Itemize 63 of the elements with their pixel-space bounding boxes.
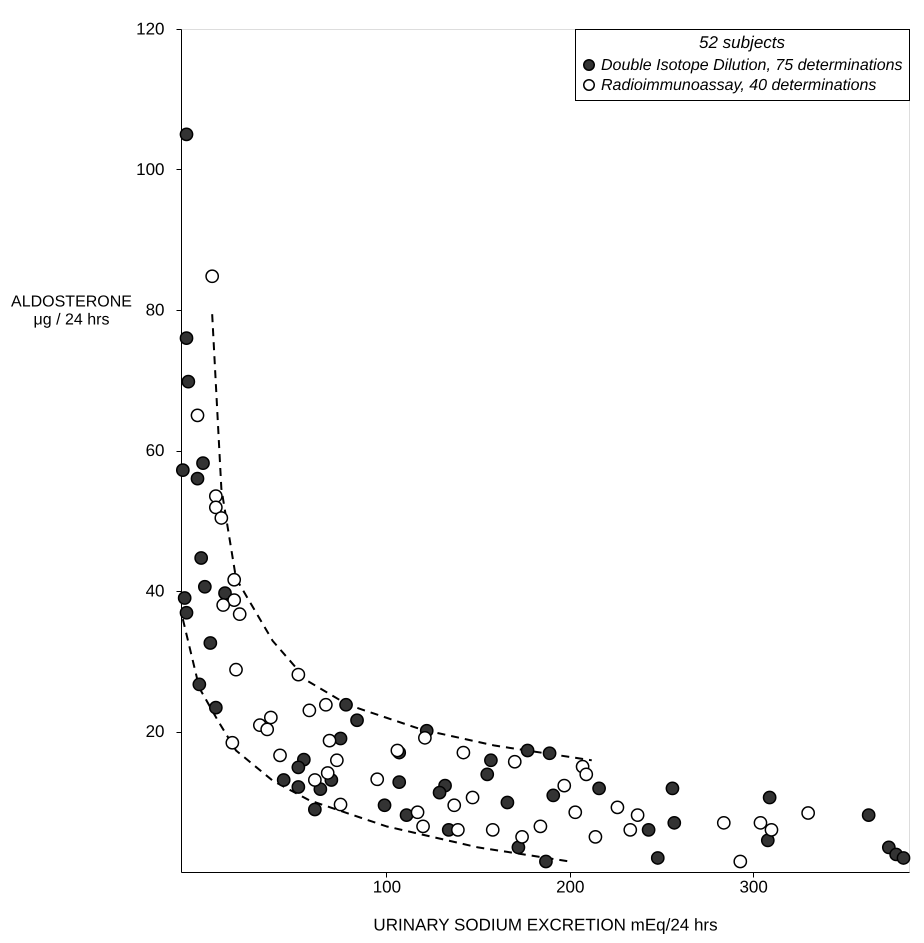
- point: [178, 591, 192, 605]
- point: [592, 782, 606, 796]
- point: [203, 636, 218, 650]
- point: [762, 790, 777, 804]
- point: [291, 780, 306, 794]
- y-tick-label: 80: [146, 300, 164, 320]
- point: [180, 606, 194, 620]
- point: [225, 736, 240, 750]
- legend-label: Radioimmunoassay, 40 determinations: [601, 77, 876, 94]
- point: [546, 788, 560, 802]
- point: [484, 753, 498, 768]
- point: [291, 760, 306, 774]
- y-tick-label: 100: [136, 160, 164, 179]
- point: [862, 808, 876, 822]
- point: [418, 730, 432, 745]
- point: [896, 851, 910, 865]
- point: [180, 331, 194, 345]
- point: [451, 822, 465, 837]
- x-tick-label: 100: [372, 878, 402, 896]
- point: [334, 732, 348, 746]
- point: [400, 808, 414, 822]
- point: [339, 698, 353, 712]
- point: [320, 766, 335, 780]
- legend-title: 52 subjects: [699, 33, 786, 52]
- point: [198, 580, 212, 594]
- x-tick-label: 300: [739, 878, 768, 896]
- point: [539, 854, 553, 868]
- y-axis-title: ALDOSTERONE μg / 24 hrs: [11, 294, 132, 328]
- point: [291, 668, 306, 682]
- point: [181, 374, 196, 389]
- point: [512, 840, 526, 854]
- point: [260, 722, 274, 736]
- x-tick-label: 200: [556, 878, 584, 896]
- point: [378, 798, 392, 812]
- point: [500, 796, 514, 810]
- point: [190, 472, 204, 486]
- point: [650, 851, 665, 865]
- point: [760, 834, 775, 848]
- point: [180, 128, 194, 142]
- point: [196, 456, 210, 470]
- legend-label: Double Isotope Dilution, 75 determinations: [601, 57, 903, 74]
- point: [666, 782, 680, 796]
- point: [642, 822, 656, 837]
- point: [176, 463, 190, 478]
- point: [308, 802, 322, 816]
- point: [432, 786, 446, 800]
- y-tick-label: 40: [146, 582, 164, 600]
- point: [579, 767, 594, 782]
- point: [667, 816, 682, 830]
- y-tick-label: 120: [136, 20, 164, 38]
- point: [208, 700, 223, 714]
- point: [392, 775, 406, 789]
- x-axis-title: URINARY SODIUM EXCRETION mEq/24 hrs: [373, 916, 718, 934]
- point: [194, 551, 208, 565]
- y-tick-label: 20: [146, 722, 164, 741]
- y-tick-label: 60: [146, 441, 164, 460]
- point: [520, 744, 534, 758]
- point: [542, 746, 556, 760]
- point: [480, 767, 494, 782]
- point: [276, 773, 291, 787]
- point: [227, 572, 242, 587]
- point: [350, 713, 364, 728]
- point: [192, 678, 206, 692]
